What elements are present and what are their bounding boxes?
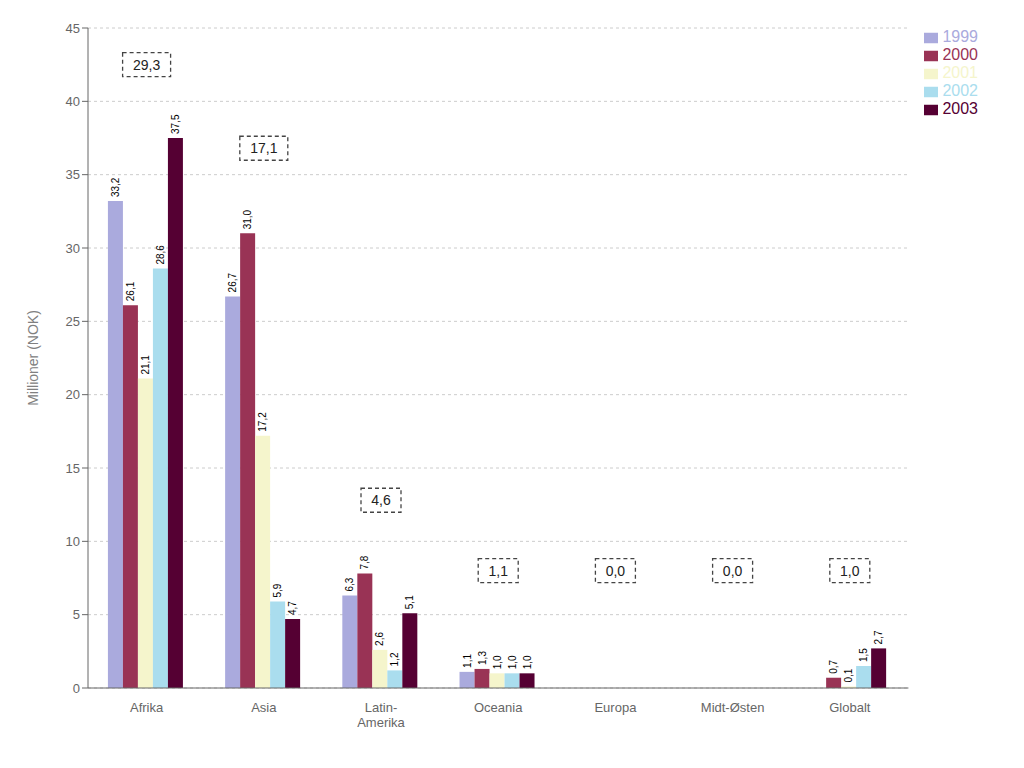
svg-text:26,7: 26,7 [227, 272, 238, 292]
svg-text:10: 10 [66, 534, 80, 549]
svg-text:Globalt: Globalt [829, 700, 871, 715]
html-text:2003: 2003 [942, 100, 978, 117]
svg-text:33,2: 33,2 [110, 177, 121, 197]
svg-text:5,1: 5,1 [404, 595, 415, 609]
svg-text:1,0: 1,0 [522, 655, 533, 669]
html-text:1999: 1999 [942, 28, 978, 45]
svg-text:17,2: 17,2 [257, 412, 268, 432]
svg-text:5: 5 [73, 607, 80, 622]
html-text:2000: 2000 [942, 46, 978, 63]
svg-text:1,0: 1,0 [840, 563, 860, 579]
svg-text:Latin-Amerika: Latin-Amerika [357, 700, 405, 730]
svg-text:26,1: 26,1 [125, 281, 136, 301]
svg-text:21,1: 21,1 [140, 355, 151, 375]
svg-text:15: 15 [66, 461, 80, 476]
svg-text:1,1: 1,1 [462, 654, 473, 668]
svg-text:0,1: 0,1 [843, 668, 854, 682]
svg-text:17,1: 17,1 [250, 140, 277, 156]
html-text:2002: 2002 [942, 82, 978, 99]
svg-text:1,0: 1,0 [507, 655, 518, 669]
html-text:2001: 2001 [942, 64, 978, 81]
svg-text:29,3: 29,3 [133, 57, 160, 73]
svg-text:31,0: 31,0 [242, 209, 253, 229]
svg-text:0,0: 0,0 [606, 563, 626, 579]
svg-text:Asia: Asia [251, 700, 277, 715]
svg-text:35: 35 [66, 167, 80, 182]
svg-text:6,3: 6,3 [344, 577, 355, 591]
svg-text:Millioner (NOK): Millioner (NOK) [25, 310, 41, 406]
svg-text:0,0: 0,0 [723, 563, 743, 579]
svg-text:2,6: 2,6 [374, 632, 385, 646]
svg-text:2,7: 2,7 [873, 630, 884, 644]
svg-text:Europa: Europa [594, 700, 637, 715]
svg-text:4,7: 4,7 [287, 601, 298, 615]
svg-text:7,8: 7,8 [359, 555, 370, 569]
svg-text:37,5: 37,5 [170, 114, 181, 134]
svg-text:30: 30 [66, 241, 80, 256]
svg-text:45: 45 [66, 21, 80, 36]
svg-text:1,0: 1,0 [492, 655, 503, 669]
svg-text:5,9: 5,9 [272, 583, 283, 597]
svg-text:4,6: 4,6 [371, 492, 391, 508]
svg-text:1,5: 1,5 [858, 648, 869, 662]
svg-text:28,6: 28,6 [155, 245, 166, 265]
svg-text:1,2: 1,2 [389, 652, 400, 666]
svg-text:40: 40 [66, 94, 80, 109]
svg-text:20: 20 [66, 387, 80, 402]
svg-text:0,7: 0,7 [828, 659, 839, 673]
svg-text:1,1: 1,1 [488, 563, 508, 579]
svg-text:Afrika: Afrika [130, 700, 164, 715]
svg-text:25: 25 [66, 314, 80, 329]
svg-text:Midt-Østen: Midt-Østen [701, 700, 765, 715]
svg-text:Oceania: Oceania [474, 700, 523, 715]
svg-text:1,3: 1,3 [477, 651, 488, 665]
svg-text:0: 0 [73, 681, 80, 696]
